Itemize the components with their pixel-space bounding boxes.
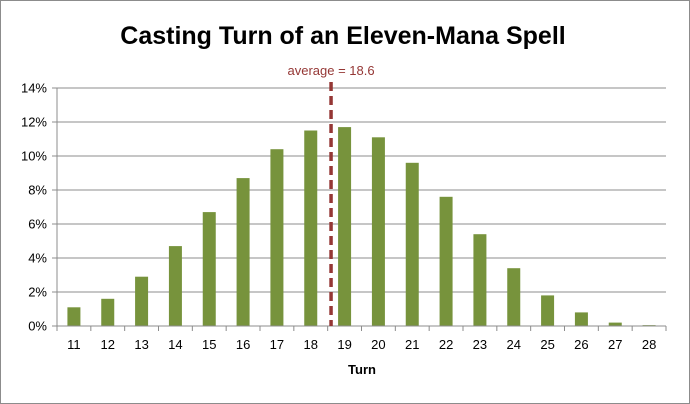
- x-tick-label: 24: [507, 337, 521, 352]
- bar: [473, 234, 487, 326]
- y-tick-label: 12%: [21, 115, 47, 130]
- x-tick-label: 21: [405, 337, 419, 352]
- y-tick-label: 6%: [28, 217, 47, 232]
- x-tick-label: 15: [202, 337, 216, 352]
- bar: [67, 307, 81, 326]
- x-tick-label: 13: [134, 337, 148, 352]
- bar: [135, 276, 149, 326]
- gridlines: [57, 87, 666, 293]
- y-tick-label: 2%: [28, 285, 47, 300]
- y-tick-label: 14%: [21, 81, 47, 96]
- y-tick-label: 4%: [28, 251, 47, 266]
- bar: [101, 298, 115, 326]
- bar: [574, 312, 588, 326]
- chart-title: Casting Turn of an Eleven-Mana Spell: [120, 22, 565, 50]
- x-tick-label: 26: [574, 337, 588, 352]
- x-tick-label: 25: [540, 337, 554, 352]
- x-tick-label: 17: [270, 337, 284, 352]
- bar: [304, 130, 318, 326]
- bar: [338, 127, 352, 326]
- x-axis: [56, 325, 667, 331]
- bar: [608, 322, 622, 326]
- bar: [405, 162, 419, 326]
- x-tick-label: 27: [608, 337, 622, 352]
- y-tick-label: 0%: [28, 319, 47, 334]
- x-tick-label: 19: [337, 337, 351, 352]
- y-tick-label: 10%: [21, 149, 47, 164]
- average-annotation: average = 18.6: [287, 63, 375, 326]
- x-tick-label: 28: [642, 337, 656, 352]
- x-tick-label: 11: [67, 337, 81, 352]
- bar: [168, 246, 182, 326]
- bar: [507, 268, 521, 326]
- y-tick-label: 8%: [28, 183, 47, 198]
- x-tick-label: 22: [439, 337, 453, 352]
- x-tick-label: 18: [304, 337, 318, 352]
- bar: [541, 295, 555, 326]
- x-tick-label: 20: [371, 337, 385, 352]
- x-axis-title: Turn: [348, 362, 376, 377]
- x-tick-label: 14: [168, 337, 182, 352]
- bar: [371, 137, 385, 326]
- average-label: average = 18.6: [287, 63, 374, 78]
- x-axis-ticks: 11 12 13 14 15 16 17 18 19 20 21 22 23 24 25 26 27 28: [67, 337, 656, 352]
- x-tick-label: 16: [236, 337, 250, 352]
- bar: [439, 196, 453, 326]
- bar: [270, 149, 284, 326]
- bars: [67, 127, 656, 326]
- bar: [202, 212, 216, 326]
- bar: [236, 178, 250, 326]
- y-axis-ticks: 0% 2% 4% 6% 8% 10% 12% 14%: [21, 81, 58, 334]
- x-tick-label: 23: [473, 337, 487, 352]
- x-tick-label: 12: [101, 337, 115, 352]
